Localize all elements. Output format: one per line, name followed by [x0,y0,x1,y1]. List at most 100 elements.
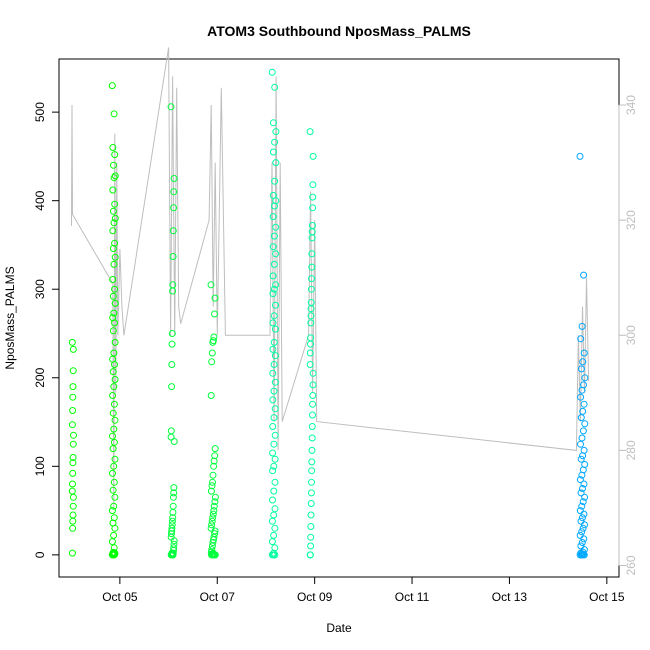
data-point [111,493,119,501]
data-point [579,358,587,366]
y2-axis: 260 280 300 320 340 [618,95,638,576]
x-tick-label: Oct 15 [589,590,625,604]
data-point [270,312,278,320]
data-point [211,294,219,302]
data-point [271,524,279,532]
data-point [69,524,77,532]
data-point [111,524,119,532]
data-point [269,243,277,251]
data-point [270,414,278,422]
data-point [271,505,279,513]
y-tick-label: 500 [33,102,47,122]
data-point [68,549,76,557]
data-point [270,440,278,448]
data-point [308,458,316,466]
data-point [208,358,216,366]
data-point [109,144,117,151]
data-point [109,327,117,335]
y2-tick-label: 260 [624,555,638,575]
data-point [170,188,178,196]
data-point [111,299,119,307]
data-point [268,68,276,76]
data-point [111,416,119,424]
data-point [110,531,118,539]
data-point [109,245,117,252]
data-point [167,530,175,538]
data-point [209,478,216,486]
data-point [272,223,280,231]
x-axis-label: Date [326,621,352,635]
data-point [209,510,217,518]
data-point [308,250,316,258]
data-point [270,462,278,470]
y2-tick-label: 280 [624,440,638,460]
data-point [269,449,277,457]
data-point [577,393,585,401]
data-point [270,285,278,293]
data-point [168,524,176,532]
data-point [68,338,76,346]
data-point [168,361,176,368]
data-point [269,119,277,127]
data-point [208,521,216,529]
data-point [307,319,315,327]
data-point [268,517,276,525]
data-point [307,542,315,550]
data-point [306,128,314,136]
data-point [170,489,178,497]
data-point [70,431,77,439]
data-point [169,227,177,235]
data-point [577,365,585,373]
data-point [69,469,77,477]
data-point [579,452,587,460]
data-point [269,496,276,504]
y2-tick-label: 300 [624,325,638,345]
data-point [272,159,280,167]
data-point [307,523,315,530]
data-point [111,214,119,222]
data-point [269,319,277,327]
data-point [308,423,316,430]
data-point [110,478,118,486]
data-point [272,281,280,289]
data-point [270,260,278,268]
data-point [69,440,77,448]
data-point [210,502,218,510]
data-point [167,551,175,559]
data-point [170,175,178,182]
data-point [69,480,76,488]
data-point [307,340,314,348]
y-tick-label: 300 [33,279,47,299]
data-point [111,549,119,557]
data-point [111,285,119,293]
data-point [577,542,585,550]
right-axis-series [71,47,590,508]
data-point [170,204,178,212]
data-point [269,467,277,475]
data-point [308,275,316,283]
data-point [306,551,314,559]
data-point [307,334,315,342]
data-point [209,471,217,479]
data-point [307,312,315,320]
data-point [109,227,117,235]
data-point [271,177,279,185]
data-point [578,386,586,394]
data-point [309,193,317,201]
data-point [272,250,280,258]
data-point [110,260,118,268]
data-point [108,538,116,546]
data-point [269,290,277,298]
data-point [577,455,585,463]
data-point [111,376,119,383]
data-point [308,478,315,486]
data-point [576,476,584,484]
data-point [308,434,316,442]
data-point [211,493,219,501]
data-point [270,531,278,539]
data-point [69,345,77,353]
scatter-points [68,68,589,559]
data-point [269,369,277,377]
data-point [578,434,586,442]
